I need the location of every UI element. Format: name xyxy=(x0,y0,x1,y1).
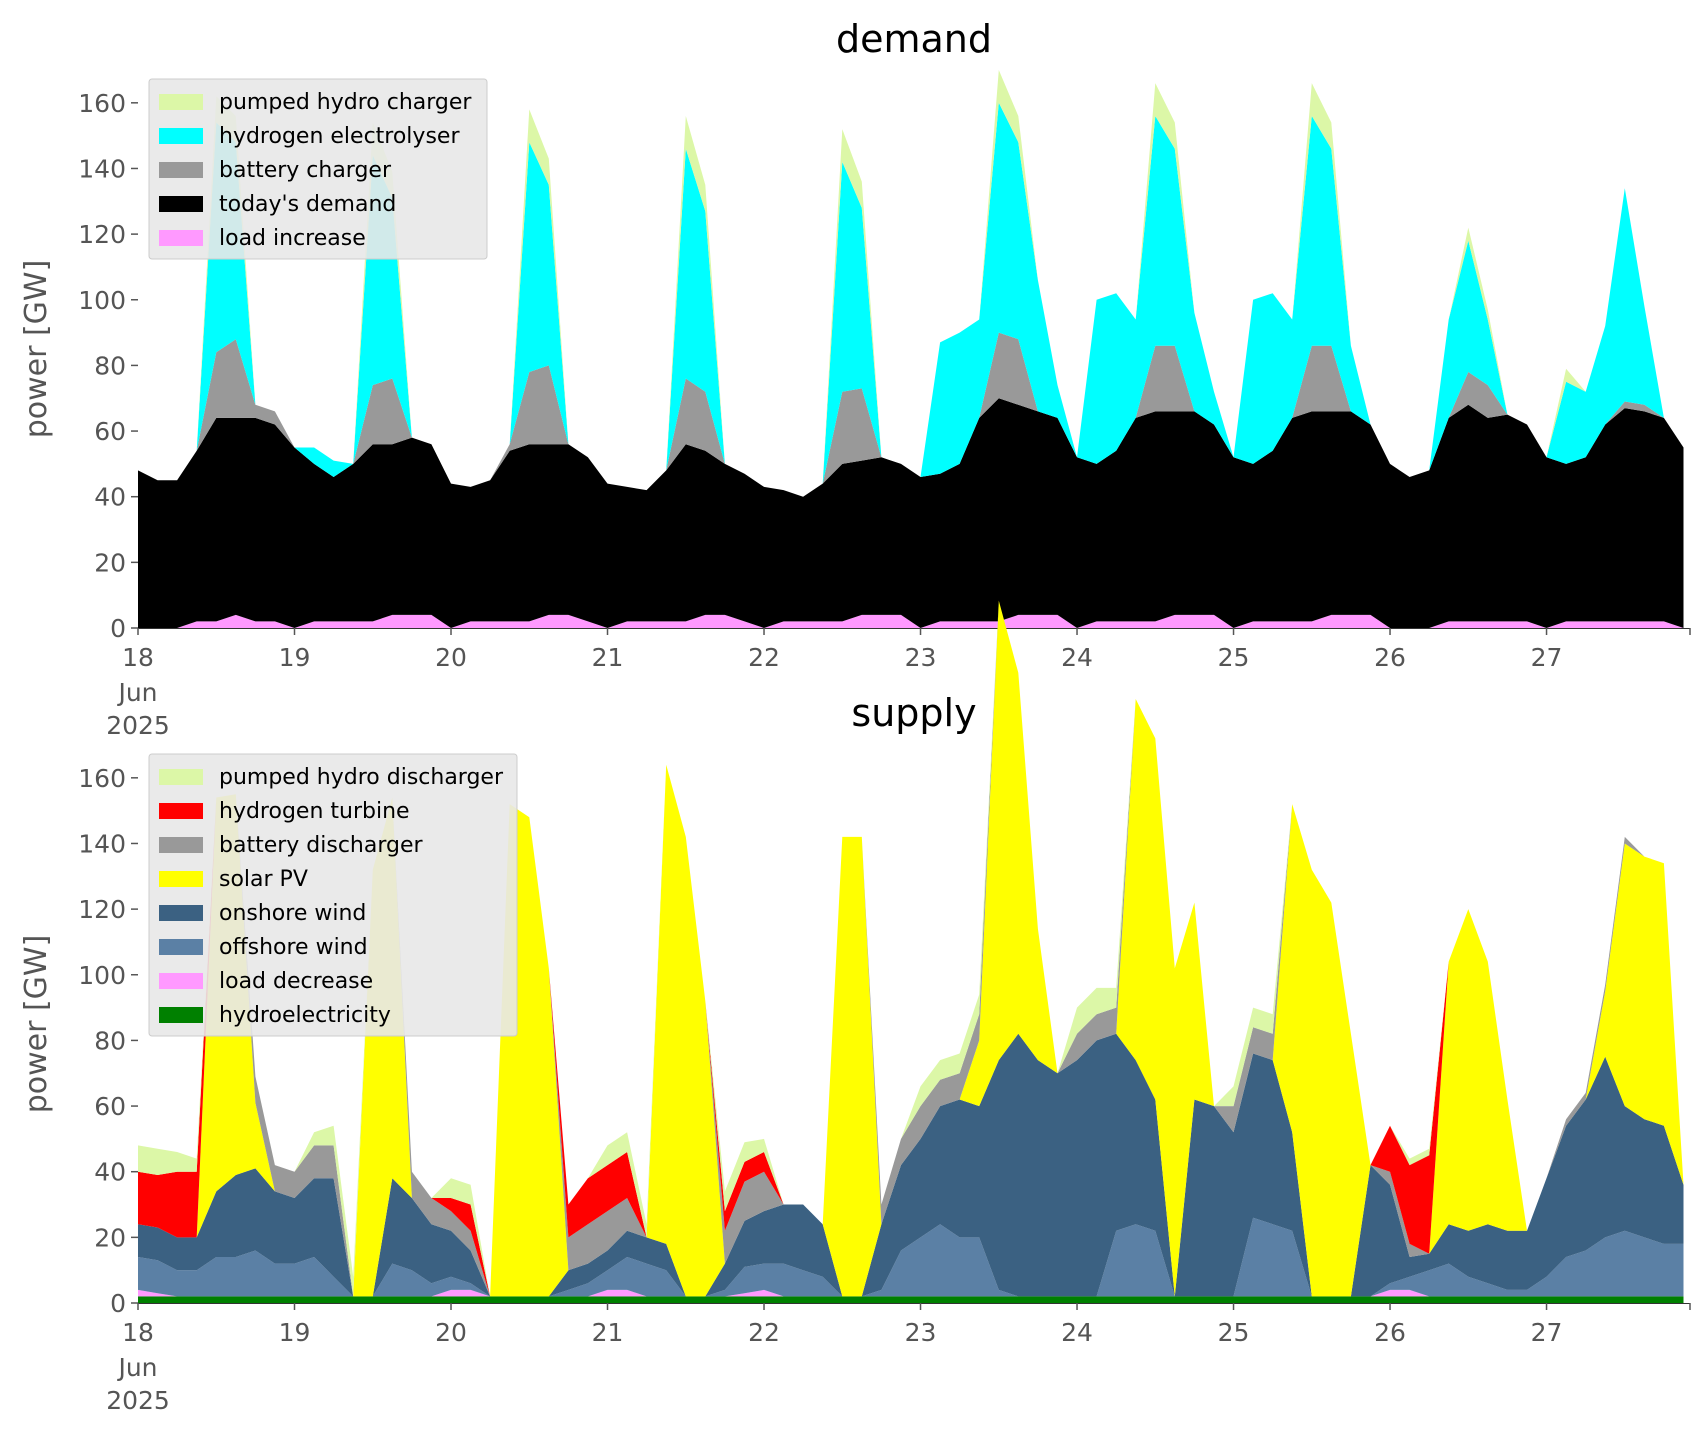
x-tick-label: 26 xyxy=(1374,1318,1406,1347)
legend-label-today-s-demand: today's demand xyxy=(219,192,396,217)
y-tick-label: 100 xyxy=(78,961,126,990)
x-tick-label: 20 xyxy=(435,643,467,672)
x-tick-label: 27 xyxy=(1531,643,1563,672)
y-tick-label: 80 xyxy=(94,1026,126,1055)
y-tick-label: 100 xyxy=(78,286,126,315)
legend-swatch-battery-discharger xyxy=(159,837,203,853)
x-tick-label: 24 xyxy=(1061,643,1093,672)
legend-swatch-onshore-wind xyxy=(159,905,203,921)
x-tick-label: 23 xyxy=(905,643,937,672)
legend-swatch-solar-pv xyxy=(159,871,203,887)
legend-label-load-increase: load increase xyxy=(219,226,366,251)
legend-swatch-load-decrease xyxy=(159,973,203,989)
y-tick-label: 60 xyxy=(94,417,126,446)
area-hydrogen-electrolyser xyxy=(138,102,1684,497)
legend-label-battery-discharger: battery discharger xyxy=(219,833,424,858)
x-tick-label: 18 xyxy=(122,1318,154,1347)
legend: pumped hydro charger hydrogen electrolyse… xyxy=(148,78,488,260)
y-axis-label: power [GW] xyxy=(19,260,54,439)
legend-label-hydroelectricity: hydroelectricity xyxy=(219,1003,391,1028)
area-onshore-wind xyxy=(138,1033,1684,1297)
legend-swatch-battery-charger xyxy=(159,162,203,178)
y-tick-label: 160 xyxy=(78,89,126,118)
chart-panel-supply: supply power [GW] 0 20 40 60 80 100 120 140 160 18 J… xyxy=(19,600,1691,1415)
x-tick-label: 19 xyxy=(279,1318,311,1347)
legend-swatch-load-increase xyxy=(159,230,203,246)
x-tick-label: 22 xyxy=(748,1318,780,1347)
area-solar-pv xyxy=(138,600,1684,1297)
y-tick-label: 140 xyxy=(78,829,126,858)
legend-label-solar-pv: solar PV xyxy=(219,867,308,892)
area-load-decrease xyxy=(138,1289,1684,1297)
legend-label-battery-charger: battery charger xyxy=(219,158,392,183)
area-today-s-demand xyxy=(138,398,1684,628)
legend-swatch-offshore-wind xyxy=(159,939,203,955)
x-tick-sublabel: Jun xyxy=(116,1353,157,1382)
x-tick-label: 25 xyxy=(1218,1318,1250,1347)
x-tick-label: 26 xyxy=(1374,643,1406,672)
legend-label-pumped-hydro-discharger: pumped hydro discharger xyxy=(219,765,504,790)
area-hydroelectricity xyxy=(138,1296,1684,1303)
x-tick-label: 19 xyxy=(279,643,311,672)
legend-swatch-hydrogen-electrolyser xyxy=(159,128,203,144)
x-tick-label: 25 xyxy=(1218,643,1250,672)
x-tick-sublabel: 2025 xyxy=(106,711,170,740)
x-tick-sublabel: Jun xyxy=(116,678,157,707)
legend-label-offshore-wind: offshore wind xyxy=(219,935,368,960)
legend-label-onshore-wind: onshore wind xyxy=(219,901,366,926)
x-tick-label: 22 xyxy=(748,643,780,672)
legend-swatch-hydrogen-turbine xyxy=(159,803,203,819)
legend-box xyxy=(148,78,488,260)
x-tick-label: 23 xyxy=(905,1318,937,1347)
y-tick-label: 160 xyxy=(78,764,126,793)
y-tick-label: 20 xyxy=(94,1223,126,1252)
y-axis-label: power [GW] xyxy=(19,935,54,1114)
y-tick-label: 40 xyxy=(94,483,126,512)
y-tick-label: 0 xyxy=(110,614,126,643)
legend-swatch-pumped-hydro-discharger xyxy=(159,769,203,785)
legend-box xyxy=(148,753,518,1037)
y-tick-label: 140 xyxy=(78,154,126,183)
legend-label-pumped-hydro-charger: pumped hydro charger xyxy=(219,90,472,115)
x-tick-label: 24 xyxy=(1061,1318,1093,1347)
x-tick-label: 27 xyxy=(1531,1318,1563,1347)
y-tick-label: 120 xyxy=(78,895,126,924)
chart-title: supply xyxy=(851,691,976,735)
x-tick-label: 20 xyxy=(435,1318,467,1347)
y-tick-label: 60 xyxy=(94,1092,126,1121)
legend-swatch-hydroelectricity xyxy=(159,1007,203,1023)
legend-swatch-today-s-demand xyxy=(159,196,203,212)
area-offshore-wind xyxy=(138,1217,1684,1297)
legend-swatch-pumped-hydro-charger xyxy=(159,94,203,110)
y-tick-label: 0 xyxy=(110,1289,126,1318)
legend-label-hydrogen-electrolyser: hydrogen electrolyser xyxy=(219,124,460,149)
x-tick-sublabel: 2025 xyxy=(106,1386,170,1415)
y-tick-label: 40 xyxy=(94,1158,126,1187)
x-tick-label: 18 xyxy=(122,643,154,672)
x-tick-label: 21 xyxy=(592,643,624,672)
chart-panel-demand: demand power [GW] 0 20 40 60 80 100 120 140 160 18 J… xyxy=(19,17,1691,740)
y-tick-label: 20 xyxy=(94,548,126,577)
x-tick-label: 21 xyxy=(592,1318,624,1347)
y-tick-label: 80 xyxy=(94,351,126,380)
legend-label-hydrogen-turbine: hydrogen turbine xyxy=(219,799,410,824)
y-tick-label: 120 xyxy=(78,220,126,249)
legend-label-load-decrease: load decrease xyxy=(219,969,373,994)
legend: pumped hydro discharger hydrogen turbine b… xyxy=(148,753,518,1037)
chart-title: demand xyxy=(836,17,992,61)
